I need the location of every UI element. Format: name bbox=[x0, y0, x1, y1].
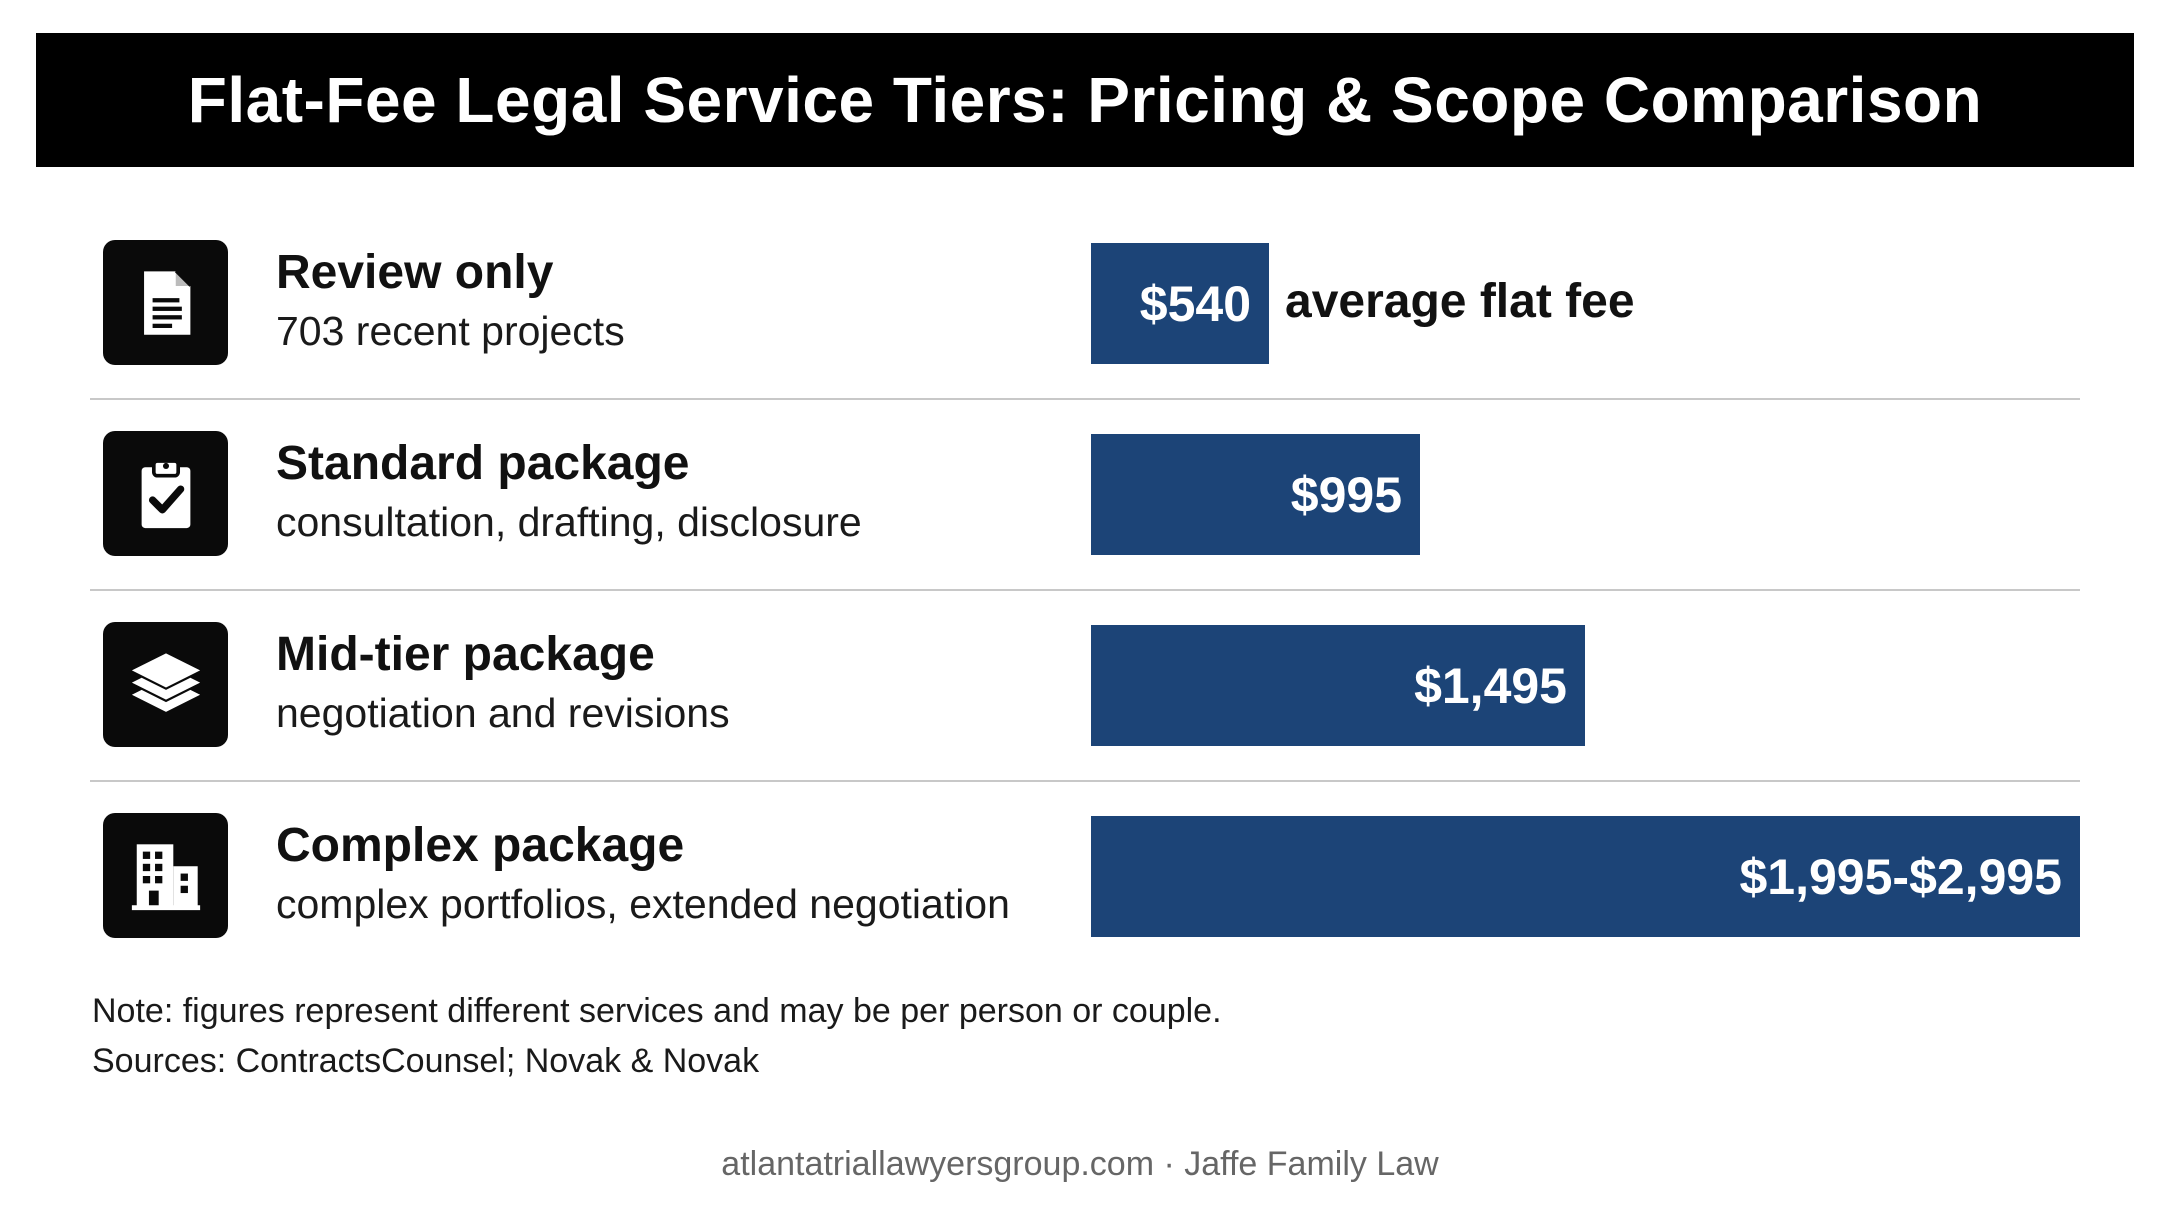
price-bar: $1,995-$2,995 bbox=[1091, 816, 2080, 937]
price-label: $540 bbox=[1139, 275, 1251, 332]
clipboard-check-icon bbox=[103, 431, 228, 556]
price-bar: $540 bbox=[1091, 243, 1269, 364]
sources-text: Sources: ContractsCounsel; Novak & Novak bbox=[92, 1042, 760, 1080]
note-text: Note: figures represent different servic… bbox=[92, 992, 1222, 1030]
price-label: $1,495 bbox=[1414, 657, 1567, 714]
price-annotation: average flat fee bbox=[1285, 275, 1635, 328]
document-icon bbox=[103, 240, 228, 365]
row-divider bbox=[90, 780, 2080, 782]
tier-description: complex portfolios, extended negotiation bbox=[276, 881, 1010, 927]
price-label: $995 bbox=[1290, 466, 1402, 523]
row-divider bbox=[90, 398, 2080, 400]
tier-name: Complex package bbox=[276, 819, 685, 872]
tier-description: consultation, drafting, disclosure bbox=[276, 499, 862, 545]
chart-title: Flat-Fee Legal Service Tiers: Pricing & … bbox=[187, 64, 1983, 136]
title-banner: Flat-Fee Legal Service Tiers: Pricing & … bbox=[36, 33, 2134, 167]
price-bar: $1,495 bbox=[1091, 625, 1585, 746]
tier-name: Standard package bbox=[276, 437, 690, 490]
row-divider bbox=[90, 589, 2080, 591]
tier-name: Mid-tier package bbox=[276, 628, 655, 681]
price-bar: $995 bbox=[1091, 434, 1420, 555]
price-label: $1,995-$2,995 bbox=[1739, 848, 2062, 905]
tier-description: negotiation and revisions bbox=[276, 690, 730, 736]
tier-description: 703 recent projects bbox=[276, 308, 625, 354]
tier-name: Review only bbox=[276, 246, 554, 299]
layers-icon bbox=[103, 622, 228, 747]
footer-credit: atlantatriallawyersgroup.com · Jaffe Fam… bbox=[721, 1145, 1439, 1183]
building-icon bbox=[103, 813, 228, 938]
